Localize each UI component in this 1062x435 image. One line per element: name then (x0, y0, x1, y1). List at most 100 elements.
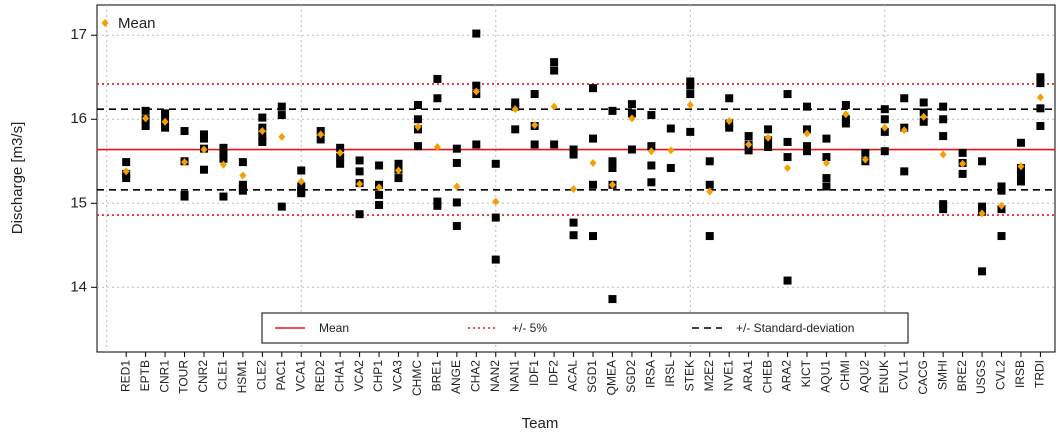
x-tick-label: M2E2 (702, 360, 716, 392)
measurement-point (880, 127, 889, 136)
x-tick-label: HSM1 (235, 360, 249, 394)
measurement-point (491, 255, 500, 264)
measurement-point (919, 117, 928, 126)
measurement-point (1016, 177, 1025, 186)
measurement-point (472, 29, 481, 38)
x-tick-label: CHEB (760, 360, 774, 393)
measurement-point (939, 102, 948, 111)
measurement-point (297, 182, 306, 191)
measurement-point (1036, 79, 1045, 88)
measurement-point (122, 174, 131, 183)
measurement-point (705, 232, 714, 241)
measurement-point (1036, 104, 1045, 113)
mean-point (881, 123, 889, 132)
measurement-point (472, 140, 481, 149)
measurement-point (122, 158, 131, 167)
measurement-point (589, 232, 598, 241)
measurement-point (491, 213, 500, 222)
mean-point (531, 121, 539, 130)
measurement-point (355, 156, 364, 165)
measurement-point (569, 150, 578, 159)
measurement-point (394, 159, 403, 168)
measurement-point (258, 137, 267, 146)
measurement-point (180, 192, 189, 201)
x-tick-label: CHMC (410, 360, 424, 396)
mean-point (278, 132, 286, 141)
x-tick-label: CVL2 (994, 360, 1008, 390)
x-tick-label: VCA3 (391, 360, 405, 392)
measurement-point (939, 205, 948, 214)
measurement-point (433, 74, 442, 83)
mean-point (667, 146, 675, 155)
x-tick-label: ACAL (566, 360, 580, 392)
x-tick-label: CACG (916, 360, 930, 395)
mean-point (142, 114, 150, 123)
measurement-point (802, 125, 811, 134)
mean-point (764, 133, 772, 142)
measurement-point (841, 100, 850, 109)
measurement-point (336, 159, 345, 168)
mean-point (375, 183, 383, 192)
measurement-point (511, 125, 520, 134)
mean-point (200, 145, 208, 154)
x-tick-label: SGD2 (624, 360, 638, 393)
x-tick-label: CNR1 (157, 360, 171, 393)
measurement-point (589, 84, 598, 93)
measurement-point (880, 147, 889, 156)
mean-point (725, 116, 733, 125)
measurement-point (199, 130, 208, 139)
mean-point (395, 166, 403, 175)
measurement-point (822, 153, 831, 162)
measurement-point (939, 132, 948, 141)
measurement-point (277, 102, 286, 111)
x-tick-label: KICT (799, 359, 813, 387)
mean-point (939, 150, 947, 159)
measurement-point (608, 163, 617, 172)
measurement-point (744, 132, 753, 141)
mean-point (453, 182, 461, 191)
mean-point (900, 126, 908, 135)
measurement-point (219, 150, 228, 159)
measurement-point (608, 157, 617, 166)
measurement-point (705, 157, 714, 166)
mean-point (472, 87, 480, 96)
x-tick-label: SGD1 (585, 360, 599, 393)
measurement-point (1016, 171, 1025, 180)
measurement-point (258, 113, 267, 122)
x-tick-label: CHA1 (332, 360, 346, 392)
measurement-point (686, 81, 695, 90)
mean-point (161, 117, 169, 126)
measurement-point (433, 94, 442, 103)
x-tick-label: AQU1 (819, 360, 833, 393)
mean-point (647, 147, 655, 156)
x-tick-label: BRE2 (955, 360, 969, 392)
measurement-point (822, 174, 831, 183)
y-tick-label: 15 (70, 194, 87, 211)
measurement-point (452, 158, 461, 167)
measurement-point (686, 127, 695, 136)
measurement-point (783, 276, 792, 285)
mean-point (978, 209, 986, 218)
mean-point (861, 155, 869, 164)
measurement-point (569, 218, 578, 227)
mean-point (959, 159, 967, 168)
measurement-point (647, 111, 656, 120)
x-tick-label: ARA1 (741, 360, 755, 392)
measurement-point (569, 231, 578, 240)
x-tick-label: RED2 (313, 360, 327, 392)
measurement-point (841, 119, 850, 128)
x-tick-label: CNR2 (196, 360, 210, 393)
x-tick-label: QMEA (605, 360, 619, 395)
measurement-point (802, 147, 811, 156)
x-tick-label: IRSA (644, 360, 658, 388)
measurement-point (686, 77, 695, 86)
x-tick-label: IRSB (1013, 360, 1027, 388)
measurement-point (608, 106, 617, 115)
y-axis-label: Discharge [m3/s] (9, 122, 26, 235)
mean-point (239, 171, 247, 180)
mean-point (1017, 162, 1025, 171)
x-tick-label: TOUR (177, 360, 191, 394)
measurement-point (939, 200, 948, 209)
x-tick-label: ARA2 (780, 360, 794, 392)
x-axis-label: Team (522, 415, 559, 432)
